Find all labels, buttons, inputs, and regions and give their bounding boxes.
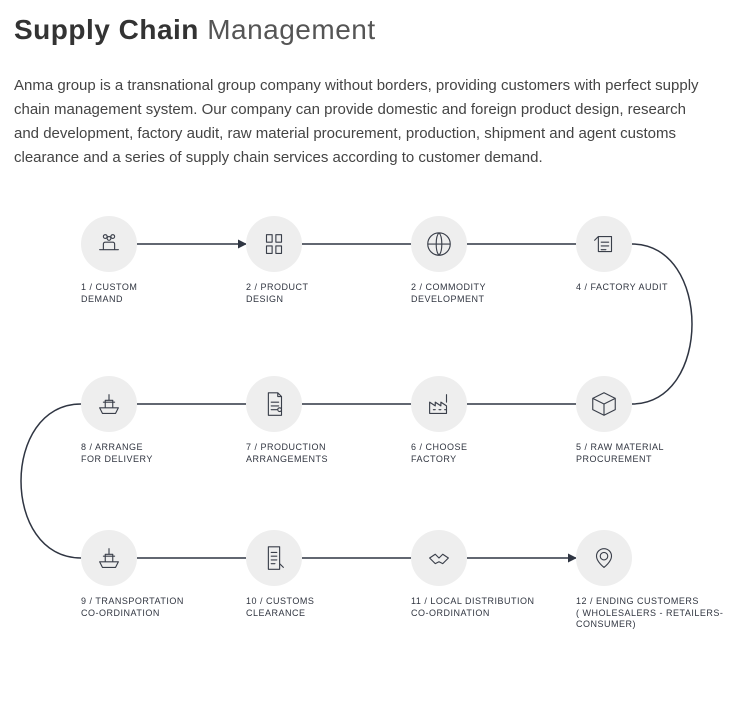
node-label: 1 / CUSTOM DEMAND bbox=[81, 282, 241, 305]
ship-icon bbox=[81, 530, 137, 586]
supply-chain-node-11: 11 / LOCAL DISTRIBUTION CO-ORDINATION bbox=[411, 530, 571, 619]
handshake-icon bbox=[411, 530, 467, 586]
node-label: 2 / COMMODITY DEVELOPMENT bbox=[411, 282, 571, 305]
supply-chain-node-2: 2 / PRODUCT DESIGN bbox=[246, 216, 406, 305]
node-label: 2 / PRODUCT DESIGN bbox=[246, 282, 406, 305]
factory-icon bbox=[411, 376, 467, 432]
intro-paragraph: Anma group is a transnational group comp… bbox=[14, 74, 714, 170]
node-label: 9 / TRANSPORTATION CO-ORDINATION bbox=[81, 596, 241, 619]
node-label: 8 / ARRANGE FOR DELIVERY bbox=[81, 442, 241, 465]
title-bold: Supply Chain bbox=[14, 14, 199, 45]
node-label: 6 / CHOOSE FACTORY bbox=[411, 442, 571, 465]
ship-icon bbox=[81, 376, 137, 432]
page-title: Supply Chain Management bbox=[14, 14, 736, 46]
supply-chain-node-9: 9 / TRANSPORTATION CO-ORDINATION bbox=[81, 530, 241, 619]
node-label: 5 / RAW MATERIAL PROCUREMENT bbox=[576, 442, 736, 465]
clearance-icon bbox=[246, 530, 302, 586]
design-icon bbox=[246, 216, 302, 272]
supply-chain-node-10: 10 / CUSTOMS CLEARANCE bbox=[246, 530, 406, 619]
supply-chain-node-4: 4 / FACTORY AUDIT bbox=[576, 216, 736, 294]
pin-icon bbox=[576, 530, 632, 586]
box-icon bbox=[576, 376, 632, 432]
supply-chain-node-5: 5 / RAW MATERIAL PROCUREMENT bbox=[576, 376, 736, 465]
globe-icon bbox=[411, 216, 467, 272]
node-label: 11 / LOCAL DISTRIBUTION CO-ORDINATION bbox=[411, 596, 571, 619]
node-label: 4 / FACTORY AUDIT bbox=[576, 282, 736, 294]
supply-chain-node-12: 12 / ENDING CUSTOMERS ( WHOLESALERS - RE… bbox=[576, 530, 736, 631]
supply-chain-node-8: 8 / ARRANGE FOR DELIVERY bbox=[81, 376, 241, 465]
node-label: 7 / PRODUCTION ARRANGEMENTS bbox=[246, 442, 406, 465]
node-label: 12 / ENDING CUSTOMERS ( WHOLESALERS - RE… bbox=[576, 596, 736, 631]
connector bbox=[21, 404, 81, 558]
document-icon bbox=[246, 376, 302, 432]
node-label: 10 / CUSTOMS CLEARANCE bbox=[246, 596, 406, 619]
supply-chain-node-7: 7 / PRODUCTION ARRANGEMENTS bbox=[246, 376, 406, 465]
supply-chain-node-3: 2 / COMMODITY DEVELOPMENT bbox=[411, 216, 571, 305]
supply-chain-diagram: 1 / CUSTOM DEMAND2 / PRODUCT DESIGN2 / C… bbox=[14, 206, 734, 666]
meeting-icon bbox=[81, 216, 137, 272]
supply-chain-node-6: 6 / CHOOSE FACTORY bbox=[411, 376, 571, 465]
supply-chain-node-1: 1 / CUSTOM DEMAND bbox=[81, 216, 241, 305]
audit-icon bbox=[576, 216, 632, 272]
title-thin: Management bbox=[207, 14, 375, 45]
